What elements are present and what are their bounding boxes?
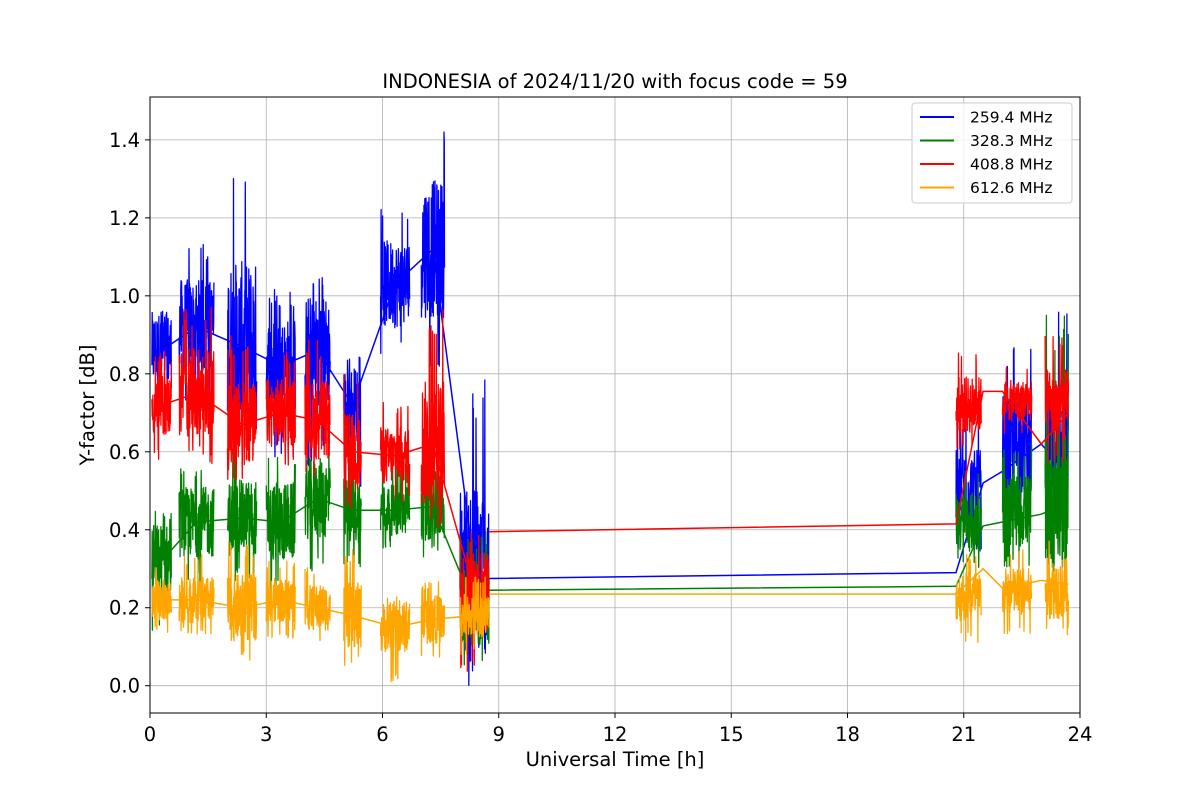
series-trace-block (304, 567, 331, 642)
series-trace-block (265, 289, 296, 458)
series-trace-block (226, 335, 258, 481)
x-tick-label: 3 (260, 723, 272, 746)
series-trace-block (304, 443, 331, 572)
series-trace-block (343, 374, 362, 510)
y-tick-label: 0.2 (109, 597, 140, 620)
series-trace-block (1001, 366, 1033, 434)
series-trace-block (379, 208, 411, 355)
series-trace-block (226, 448, 258, 584)
x-tick-label: 9 (493, 723, 505, 746)
y-tick-label: 1.4 (109, 129, 140, 152)
series-trace-block (1044, 335, 1070, 464)
legend-label: 612.6 MHz (970, 179, 1052, 197)
series-trace-block (151, 350, 172, 460)
x-tick-label: 15 (719, 723, 744, 746)
series-trace-block (1001, 347, 1033, 530)
series-trace-block (420, 581, 446, 658)
series-trace-block (420, 131, 446, 367)
series-gap-connector (489, 567, 1069, 595)
x-tick-label: 0 (144, 723, 156, 746)
y-tick-label: 1.0 (109, 285, 140, 308)
series-trace-block (178, 468, 215, 585)
legend-label: 408.8 MHz (970, 156, 1052, 174)
legend-box (911, 102, 1073, 204)
series-trace-block (343, 457, 362, 568)
series-trace-block (379, 460, 411, 549)
series-trace-block (459, 576, 490, 656)
series-trace-block (379, 401, 411, 503)
series-trace-block (379, 596, 411, 683)
series-408-8-mhz (151, 306, 1070, 672)
y-tick-label: 0.4 (109, 519, 140, 542)
legend-label: 259.4 MHz (970, 109, 1052, 127)
series-trace-block (1001, 444, 1033, 569)
series-trace-block (265, 456, 296, 591)
series-trace-block (955, 554, 982, 643)
x-tick-label: 12 (603, 723, 628, 746)
series-trace-block (343, 548, 362, 666)
series-trace-block (265, 351, 296, 466)
series-trace-block (1001, 549, 1033, 635)
series-trace-block (265, 560, 296, 639)
y-axis-label: Y-factor [dB] (76, 345, 99, 467)
series-612-6-mhz (151, 540, 1070, 683)
y-tick-label: 1.2 (109, 207, 140, 230)
y-tick-label: 0.8 (109, 363, 140, 386)
y-tick-label: 0.0 (109, 675, 140, 698)
series-trace-block (1044, 540, 1070, 636)
y-tick-label: 0.6 (109, 441, 140, 464)
series-trace-block (420, 309, 446, 529)
series-trace-block (178, 553, 215, 635)
legend-label: 328.3 MHz (970, 132, 1052, 150)
chart-title: INDONESIA of 2024/11/20 with focus code … (382, 70, 847, 93)
x-tick-label: 18 (835, 723, 860, 746)
series-trace-block (151, 567, 172, 633)
x-tick-label: 24 (1068, 723, 1093, 746)
series-trace-block (226, 541, 258, 661)
series-trace-block (304, 339, 331, 478)
series-trace-block (226, 178, 258, 447)
x-tick-label: 21 (951, 723, 976, 746)
series-trace-block (955, 352, 982, 450)
x-axis-label: Universal Time [h] (526, 748, 705, 771)
series-trace-block (955, 470, 982, 568)
series-trace-block (178, 306, 215, 465)
series-gap-connector (489, 390, 1069, 533)
x-tick-label: 6 (376, 723, 388, 746)
